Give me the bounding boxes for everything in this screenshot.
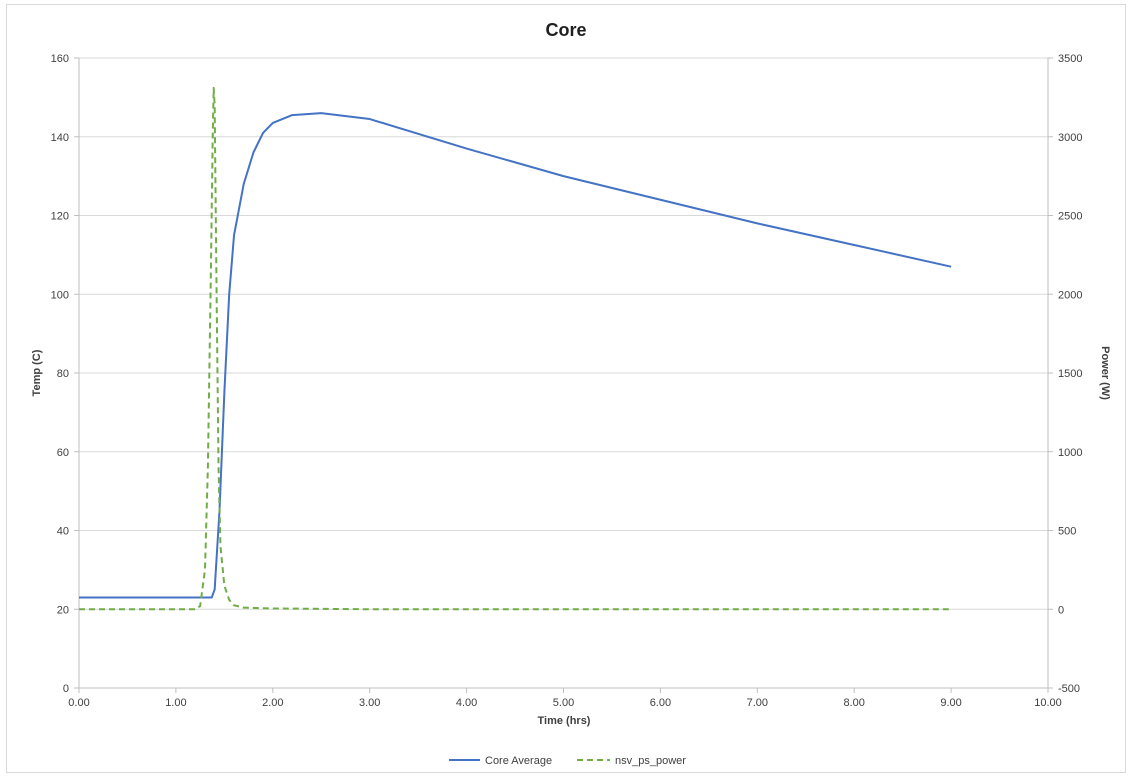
gridlines [79, 57, 1048, 610]
x-tick-label: 6.00 [650, 697, 671, 709]
y2-axis-title: Power (W) [1099, 346, 1111, 400]
y-tick-label: 140 [51, 132, 69, 144]
x-tick-label: 2.00 [262, 697, 283, 709]
x-axis-title: Time (hrs) [538, 715, 591, 727]
y-tick-label: 100 [51, 289, 69, 301]
x-tick-label: 7.00 [747, 697, 768, 709]
y2-tick-label: -500 [1058, 683, 1080, 695]
y2-tick-label: 3500 [1058, 53, 1082, 65]
x-tick-label: 4.00 [456, 697, 477, 709]
legend-label-core-average: Core Average [485, 755, 552, 767]
chart-title: Core [545, 20, 586, 40]
y-tick-label: 120 [51, 211, 69, 223]
y-tick-label: 80 [57, 368, 69, 380]
y2-tick-label: 500 [1058, 526, 1076, 538]
y-tick-label: 40 [57, 526, 69, 538]
y-tick-label: 160 [51, 53, 69, 65]
y2-tick-label: 1000 [1058, 447, 1082, 459]
axes: 0 20 40 60 80 100 120 140 160 -500 0 500 1000 1500 200… [51, 53, 1083, 709]
x-tick-label: 8.00 [843, 697, 864, 709]
series-lines [79, 86, 952, 611]
series-line-core-average [79, 112, 952, 599]
y-tick-label: 0 [63, 683, 69, 695]
x-tick-label: 5.00 [553, 697, 574, 709]
x-tick-label: 0.00 [68, 697, 89, 709]
y2-tick-label: 2500 [1058, 211, 1082, 223]
y2-tick-label: 0 [1058, 604, 1064, 616]
y2-tick-label: 3000 [1058, 132, 1082, 144]
y2-tick-label: 2000 [1058, 289, 1082, 301]
legend-label-nsv-ps-power: nsv_ps_power [615, 755, 686, 767]
x-tick-label: 3.00 [359, 697, 380, 709]
chart-area [6, 4, 1126, 773]
legend: Core Average nsv_ps_power [449, 755, 686, 767]
y-tick-label: 60 [57, 447, 69, 459]
y2-tick-label: 1500 [1058, 368, 1082, 380]
x-tick-label: 10.00 [1034, 697, 1062, 709]
y-tick-label: 20 [57, 604, 69, 616]
series-line-nsv-ps-power [79, 86, 952, 611]
x-tick-label: 9.00 [940, 697, 961, 709]
y-axis-title: Temp (C) [31, 349, 43, 396]
x-tick-label: 1.00 [165, 697, 186, 709]
